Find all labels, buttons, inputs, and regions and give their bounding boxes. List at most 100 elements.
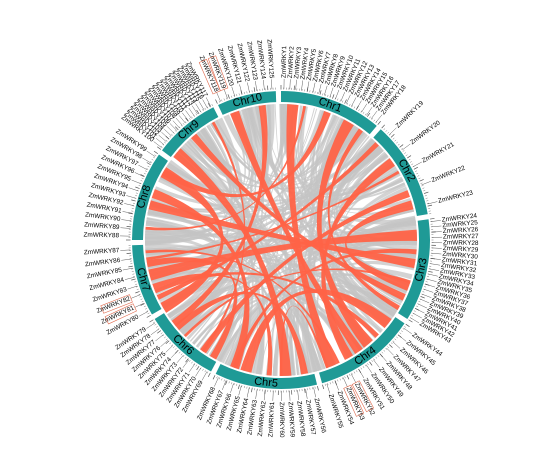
- gene-marker: [289, 79, 291, 90]
- tick-mark: [367, 363, 369, 366]
- segmental-link: [345, 200, 414, 291]
- segmental-link: [152, 273, 273, 376]
- tick-mark: [428, 270, 433, 273]
- tick-mark: [195, 364, 198, 367]
- tick-mark: [223, 379, 225, 382]
- tick-mark: [178, 351, 181, 354]
- collinear-link: [180, 146, 415, 219]
- tick-mark: [417, 175, 420, 177]
- gene-marker: [358, 369, 365, 379]
- tick-mark: [241, 385, 243, 388]
- tick-mark: [202, 368, 204, 371]
- tick-mark: [221, 99, 223, 102]
- tick-mark: [184, 121, 187, 124]
- tick-mark: [418, 177, 421, 179]
- gene-highlight-box: [104, 303, 137, 325]
- tick-mark: [152, 321, 155, 324]
- gene-label: ZmWRKY1: [281, 46, 289, 79]
- tick-mark: [427, 204, 433, 207]
- gene-label: ZmWRKY124: [255, 40, 266, 80]
- tick-mark: [383, 128, 386, 131]
- tick-mark: [154, 154, 157, 157]
- tick-mark: [215, 99, 218, 104]
- gene-marker: [324, 85, 328, 96]
- tick-mark: [349, 374, 351, 376]
- tick-mark: [253, 87, 256, 92]
- gene-marker: [188, 363, 195, 373]
- chromosome-arc-chr6: [154, 313, 217, 372]
- gene-marker: [146, 322, 155, 329]
- gene-marker: [345, 94, 351, 104]
- collinear-link: [145, 145, 382, 235]
- tick-mark: [401, 148, 403, 150]
- gene-marker: [122, 267, 133, 271]
- gene-marker: [161, 132, 170, 139]
- tick-mark: [351, 372, 353, 375]
- tick-mark: [367, 112, 371, 117]
- gene-marker: [329, 87, 334, 98]
- gene-marker: [239, 84, 243, 95]
- gene-marker: [392, 341, 401, 349]
- segmental-duplication-links: [145, 104, 418, 377]
- tick-mark: [131, 199, 136, 202]
- tick-mark: [364, 113, 367, 116]
- gene-label: ZmWRKY28: [443, 239, 479, 247]
- gene-marker: [146, 150, 156, 157]
- tick-mark: [156, 330, 162, 334]
- gene-marker: [128, 187, 139, 192]
- tick-mark: [408, 319, 413, 323]
- tick-mark: [349, 104, 351, 106]
- tick-mark: [415, 170, 417, 172]
- collinear-link: [160, 171, 400, 305]
- tick-mark: [146, 310, 149, 312]
- chromosome-arc-chr10: [218, 91, 277, 115]
- gene-marker: [126, 195, 136, 199]
- collinear-link: [150, 148, 383, 214]
- tick-mark: [332, 381, 334, 384]
- gene-marker: [134, 303, 144, 308]
- tick-mark: [238, 93, 240, 96]
- tick-mark: [327, 94, 329, 97]
- tick-mark: [195, 113, 198, 116]
- gene-marker: [289, 390, 291, 401]
- tick-mark: [154, 323, 157, 326]
- gene-marker: [402, 143, 411, 151]
- tick-mark: [358, 109, 360, 112]
- tick-mark: [369, 361, 373, 366]
- tick-mark: [138, 293, 141, 295]
- gene-marker: [428, 273, 438, 277]
- tick-mark: [140, 174, 145, 177]
- gene-label: ZmWRKY3: [293, 46, 303, 79]
- tick-mark: [164, 336, 166, 339]
- chromosome-arc-chr7: [132, 244, 162, 315]
- tick-mark: [156, 146, 162, 150]
- tick-mark: [231, 382, 233, 385]
- gene-marker: [386, 347, 394, 356]
- tick-mark: [426, 200, 429, 202]
- gene-marker: [271, 79, 273, 90]
- tick-mark: [140, 298, 143, 300]
- tick-mark: [339, 378, 341, 381]
- gene-marker: [158, 135, 167, 142]
- tick-mark: [143, 305, 146, 308]
- tick-mark: [153, 150, 158, 154]
- gene-marker: [361, 103, 368, 113]
- tick-mark: [404, 326, 407, 328]
- gene-marker: [164, 129, 172, 137]
- gene-label: ZmWRKY20: [409, 119, 442, 146]
- tick-mark: [141, 301, 144, 303]
- gene-marker: [238, 385, 242, 396]
- gene-marker: [255, 81, 258, 91]
- tick-mark: [408, 159, 411, 161]
- gene-label: ZmWRKY2: [287, 46, 296, 79]
- gene-marker: [340, 92, 345, 102]
- gene-marker: [375, 114, 383, 123]
- gene-label: ZmWRKY23: [437, 189, 474, 204]
- tick-mark: [165, 338, 168, 341]
- tick-mark: [204, 370, 206, 373]
- gene-label: ZmWRKY90: [85, 211, 122, 223]
- gene-highlight-box: [351, 380, 375, 413]
- tick-mark: [175, 126, 179, 131]
- tick-mark: [200, 367, 202, 370]
